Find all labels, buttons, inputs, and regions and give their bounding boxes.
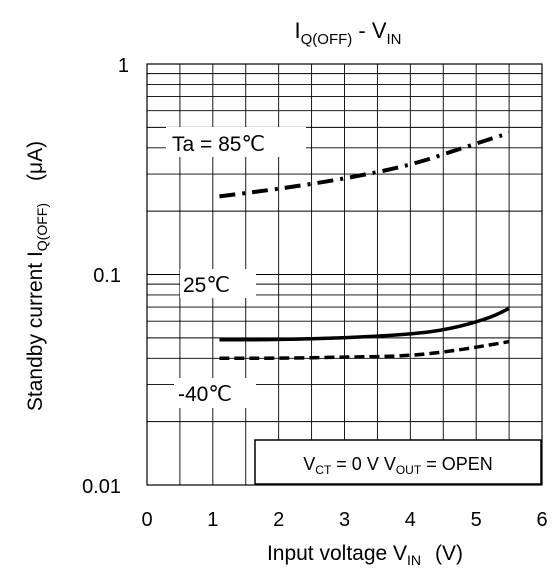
series-layer: [219, 131, 510, 361]
y-tick-labels: 1 0.1 0.01: [82, 55, 129, 498]
condition-tail: = OPEN: [421, 454, 493, 474]
y-axis-label: Standby current IQ(OFF) (μA): [24, 141, 50, 411]
condition-mid: = 0 V V: [331, 454, 396, 474]
title-symbol: I: [294, 18, 300, 43]
y-tick-label: 0.1: [93, 265, 121, 287]
x-tick-label: 6: [536, 509, 547, 531]
title-variable-sub: IN: [387, 31, 402, 48]
x-tick-label: 4: [405, 509, 416, 531]
x-tick-label: 5: [471, 509, 482, 531]
series-label-85c-bg: [166, 127, 306, 157]
y-tick-label: 1: [118, 55, 129, 77]
y-axis-label-main: Standby current I: [24, 251, 47, 411]
y-tick-label: 0.01: [82, 476, 121, 498]
condition-text: VCT = 0 V VOUT = OPEN: [303, 454, 492, 477]
chart-title: IQ(OFF) - VIN: [294, 18, 401, 48]
plot-frame: [146, 63, 543, 486]
y-axis-label-sub: Q(OFF): [34, 203, 50, 251]
x-tick-label: 0: [141, 509, 152, 531]
series-line-25c: [219, 306, 510, 342]
series-label-25c-bg: [180, 269, 256, 298]
condition-annotation: VCT = 0 V VOUT = OPEN: [254, 439, 542, 485]
condition-vout-sub: OUT: [396, 463, 422, 477]
y-axis-label-unit: (μA): [24, 141, 47, 181]
x-axis-label-sub: IN: [407, 552, 421, 568]
series-label-25c: 25℃: [183, 274, 230, 297]
condition-vct: V: [303, 454, 315, 474]
series-labels: Ta = 85℃ 25℃ -40℃: [166, 127, 306, 408]
series-label-minus40c-bg: [174, 378, 256, 408]
x-axis-label-unit: (V): [435, 542, 463, 565]
x-tick-label: 2: [273, 509, 284, 531]
condition-box: [254, 439, 542, 485]
x-axis-label: Input voltage VIN (V): [267, 542, 463, 568]
x-axis-label-main: Input voltage V: [267, 542, 407, 565]
x-tick-label: 1: [207, 509, 218, 531]
title-symbol-sub: Q(OFF): [301, 31, 353, 48]
series-line-minus40c: [219, 339, 510, 361]
title-separator: - V: [352, 18, 387, 43]
x-tick-labels: 0 1 2 3 4 5 6: [141, 509, 547, 531]
series-label-85c: Ta = 85℃: [172, 133, 265, 156]
x-tick-label: 3: [339, 509, 350, 531]
series-label-minus40c: -40℃: [178, 383, 232, 406]
condition-vct-sub: CT: [315, 463, 332, 477]
